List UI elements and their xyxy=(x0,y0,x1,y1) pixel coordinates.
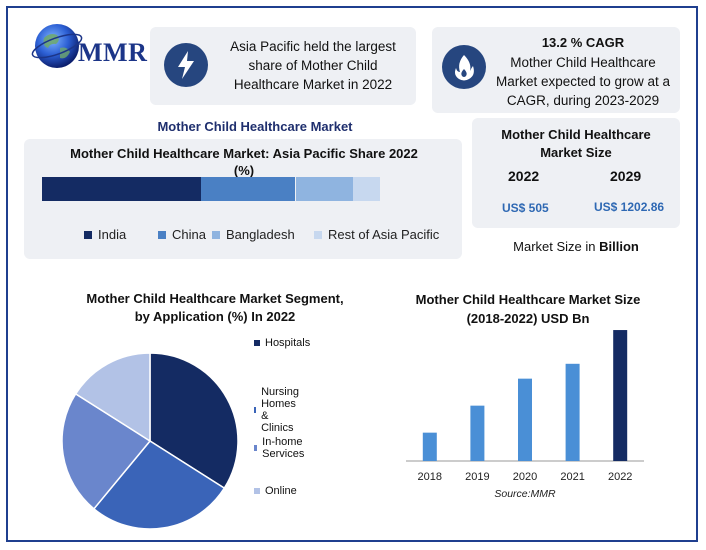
legend-label: China xyxy=(172,227,206,242)
region-info-text: Asia Pacific held the largest share of M… xyxy=(230,39,396,92)
asia-share-card: Mother Child Healthcare Market: Asia Pac… xyxy=(24,139,462,259)
legend-swatch xyxy=(212,230,220,239)
market-size-card: Mother Child Healthcare Market Size 2022… xyxy=(472,118,680,228)
market-size-value-end: US$ 1202.86 xyxy=(594,200,665,214)
asia-share-legend-item: Bangladesh xyxy=(212,227,295,242)
market-size-title: Mother Child Healthcare Market Size xyxy=(501,127,651,160)
source-note: Source:MMR xyxy=(494,488,556,500)
pie-legend-item: Nursing Homes & Clinics xyxy=(254,386,303,434)
asia-share-legend-item: China xyxy=(158,227,206,242)
x-tick-label: 2018 xyxy=(418,471,442,483)
column-chart-title: Mother Child Healthcare Market Size (201… xyxy=(415,292,641,326)
infographic-frame xyxy=(6,6,698,542)
asia-share-stacked-bar xyxy=(42,177,380,201)
market-size-year-start: 2022 xyxy=(508,168,540,184)
x-tick-label: 2021 xyxy=(560,471,584,483)
legend-swatch xyxy=(158,230,166,239)
legend-label: Nursing Homes & Clinics xyxy=(261,386,299,434)
asia-share-legend: India China Bangladesh Rest of Asia Pacific xyxy=(24,227,462,245)
column-bar-2020 xyxy=(518,378,532,461)
column-bar-2021 xyxy=(565,363,580,461)
region-info-card: Asia Pacific held the largest share of M… xyxy=(150,27,416,105)
legend-label: Rest of Asia Pacific xyxy=(328,227,440,242)
legend-swatch xyxy=(254,340,260,346)
market-size-value-start: US$ 505 xyxy=(502,201,549,215)
legend-swatch xyxy=(254,488,260,494)
legend-label: Online xyxy=(265,485,297,497)
market-size-unit-bold: Billion xyxy=(599,239,639,254)
asia-share-legend-item: Rest of Asia Pacific xyxy=(314,227,439,242)
legend-swatch xyxy=(84,230,92,239)
cagr-info-card: 13.2 % CAGR Mother Child Healthcare Mark… xyxy=(432,27,680,113)
section-title: Mother Child Healthcare Market xyxy=(157,119,353,134)
asia-share-legend-item: India xyxy=(84,227,126,242)
column-bar-2022 xyxy=(613,330,628,461)
column-bar-2018 xyxy=(422,432,437,461)
market-size-unit: Market Size in Billion xyxy=(472,239,680,254)
stacked-segment-rest-of-asia-pacific xyxy=(352,177,380,201)
asia-share-title: Mother Child Healthcare Market: Asia Pac… xyxy=(70,146,418,178)
market-size-unit-prefix: Market Size in xyxy=(513,239,596,254)
mmr-logo: MMR xyxy=(30,18,148,78)
legend-swatch xyxy=(254,445,258,451)
stacked-segment-china xyxy=(200,177,296,201)
x-tick-label: 2019 xyxy=(465,471,489,483)
pie-legend-item: In-home Services xyxy=(254,436,307,460)
legend-label: Hospitals xyxy=(265,337,311,349)
market-size-year-end: 2029 xyxy=(610,168,642,184)
pie-chart-title: Mother Child Healthcare Market Segment, … xyxy=(86,291,344,324)
pie-legend-item: Hospitals xyxy=(254,337,310,349)
market-size-column-chart: 2018 2019 2020 2021 2022 xyxy=(406,330,644,483)
stacked-segment-bangladesh xyxy=(295,177,353,201)
pie-slice-nursing-homes-clinics xyxy=(92,440,226,530)
globe-icon xyxy=(31,24,83,68)
column-bar-2019 xyxy=(470,405,485,461)
cagr-headline: 13.2 % CAGR xyxy=(541,35,625,50)
pie-slice-online xyxy=(74,352,151,443)
pie-legend-item: Online xyxy=(254,485,297,497)
legend-label: Bangladesh xyxy=(226,227,295,242)
pie-slice-in-home-services xyxy=(61,392,152,510)
legend-label: In-home Services xyxy=(262,436,305,460)
flame-icon xyxy=(442,45,486,89)
x-tick-label: 2020 xyxy=(513,471,537,483)
x-tick-label: 2022 xyxy=(608,471,632,483)
legend-swatch xyxy=(254,407,257,413)
logo-text: MMR xyxy=(78,38,148,67)
cagr-info-text: Mother Child Healthcare Market expected … xyxy=(495,55,671,108)
lightning-icon xyxy=(164,43,208,87)
legend-label: India xyxy=(98,227,127,242)
stacked-segment-india xyxy=(42,177,201,201)
segment-pie-chart xyxy=(61,352,239,530)
legend-swatch xyxy=(314,230,322,239)
